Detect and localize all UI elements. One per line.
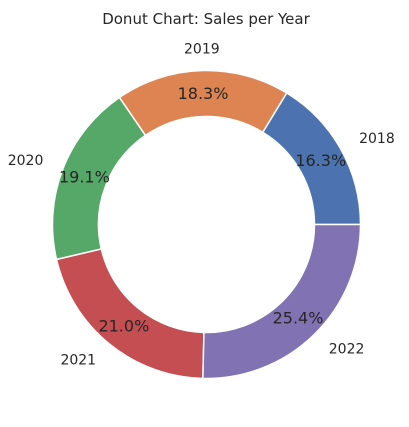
category-label-2022: 2022: [329, 342, 365, 358]
donut-labels: 16.3% 2018 18.3% 2019 19.1% 2020 21.0%2021 25.4…: [8, 42, 395, 369]
percent-label-2019: 18.3%: [178, 84, 229, 103]
category-label-2020: 2020: [8, 153, 44, 169]
percent-label-2020: 19.1%: [59, 168, 110, 187]
slice-2022: [202, 223, 362, 380]
percent-label-2018: 16.3%: [295, 151, 346, 170]
category-label-2019: 2019: [184, 42, 220, 58]
category-label-2018: 2018: [359, 131, 395, 147]
percent-label-2021: 21.0%: [98, 317, 149, 336]
donut-slices: [51, 69, 362, 380]
percent-label-2022: 25.4%: [273, 309, 324, 328]
chart-title: Donut Chart: Sales per Year: [102, 10, 310, 28]
category-label-2021: 2021: [60, 352, 96, 368]
